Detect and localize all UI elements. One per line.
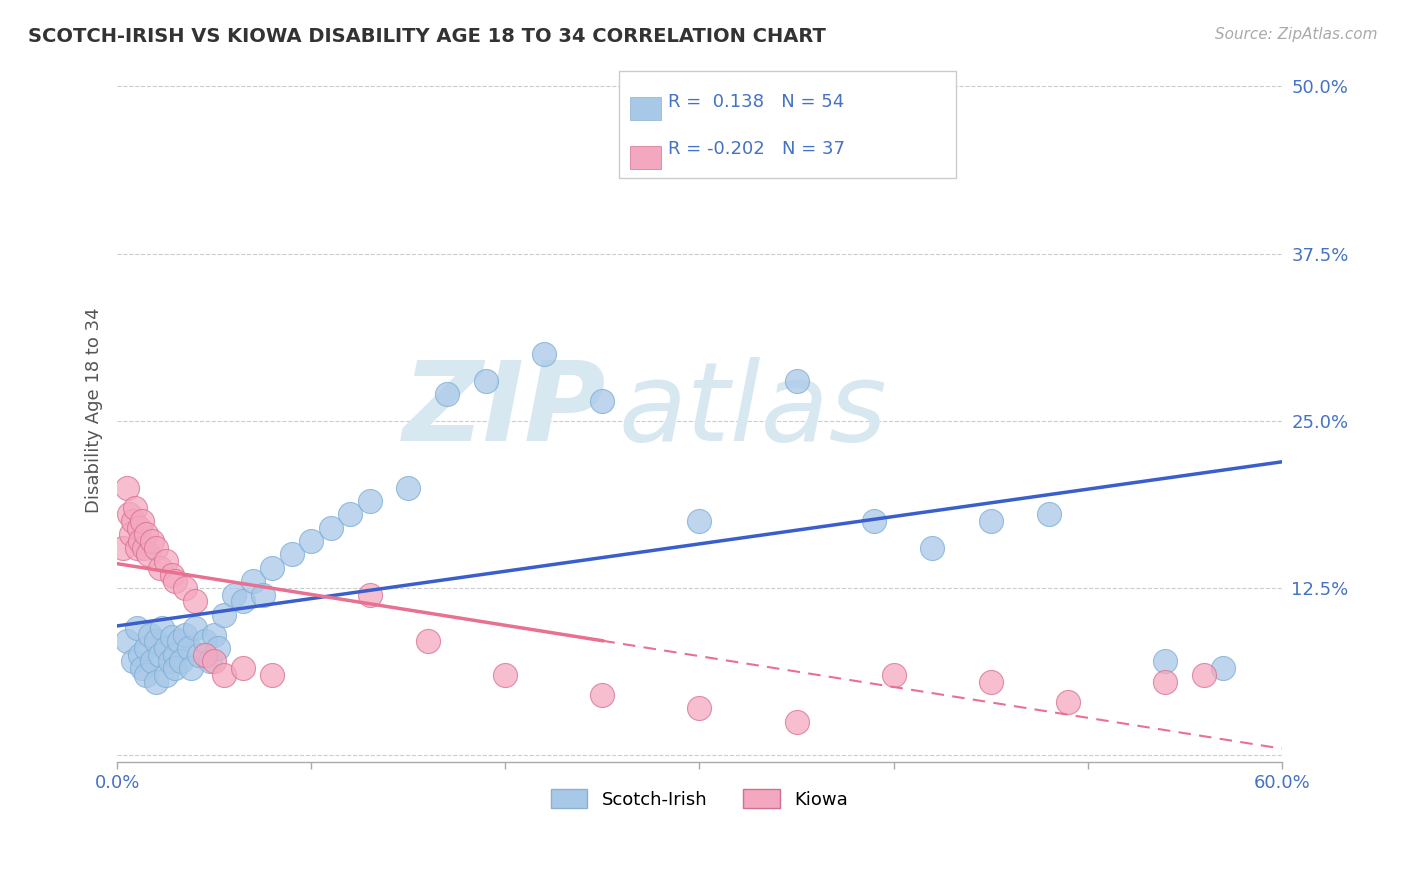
Point [494, 668, 516, 682]
Text: R = -0.202   N = 37: R = -0.202 N = 37 [668, 140, 845, 158]
Point [136, 548, 159, 562]
Point [121, 655, 143, 669]
Point [149, 648, 172, 662]
Point [169, 634, 191, 648]
Point [128, 521, 150, 535]
Point [155, 668, 177, 682]
Point [980, 514, 1002, 528]
Point [1212, 661, 1234, 675]
Point [416, 634, 439, 648]
Point [207, 641, 229, 656]
Point [1154, 655, 1177, 669]
Point [155, 641, 177, 656]
Point [980, 674, 1002, 689]
Point [165, 648, 187, 662]
Point [252, 588, 274, 602]
Point [134, 541, 156, 555]
Point [1057, 695, 1080, 709]
Point [281, 548, 304, 562]
Point [921, 541, 943, 555]
Point [165, 661, 187, 675]
Point [339, 508, 361, 522]
Point [184, 594, 207, 608]
Point [436, 387, 458, 401]
Point [129, 648, 152, 662]
Point [131, 514, 153, 528]
Point [160, 567, 183, 582]
Point [688, 701, 710, 715]
Point [262, 668, 284, 682]
Point [170, 655, 193, 669]
Point [591, 393, 613, 408]
Point [121, 514, 143, 528]
Point [1154, 674, 1177, 689]
Point [359, 588, 381, 602]
Point [145, 541, 167, 555]
Point [118, 508, 141, 522]
Point [111, 541, 134, 555]
Point [688, 514, 710, 528]
Point [359, 494, 381, 508]
Legend: Scotch-Irish, Kiowa: Scotch-Irish, Kiowa [544, 782, 855, 816]
Point [242, 574, 264, 589]
Point [160, 631, 183, 645]
Point [124, 500, 146, 515]
Point [193, 648, 215, 662]
Point [135, 527, 157, 541]
Point [139, 628, 162, 642]
Point [1038, 508, 1060, 522]
Point [232, 594, 254, 608]
Point [115, 481, 138, 495]
Point [262, 561, 284, 575]
Point [212, 607, 235, 622]
Point [200, 655, 222, 669]
Point [155, 554, 177, 568]
Point [165, 574, 187, 589]
Point [174, 628, 197, 642]
Point [115, 634, 138, 648]
Point [299, 534, 322, 549]
Text: Source: ZipAtlas.com: Source: ZipAtlas.com [1215, 27, 1378, 42]
Point [319, 521, 342, 535]
Point [180, 661, 202, 675]
Point [120, 527, 142, 541]
Point [129, 534, 152, 549]
Point [125, 541, 148, 555]
Point [141, 534, 163, 549]
Point [159, 655, 181, 669]
Point [131, 661, 153, 675]
Point [145, 634, 167, 648]
Text: ZIP: ZIP [402, 357, 606, 464]
Point [863, 514, 886, 528]
Y-axis label: Disability Age 18 to 34: Disability Age 18 to 34 [86, 308, 103, 514]
Point [475, 374, 498, 388]
Point [222, 588, 245, 602]
Point [533, 347, 555, 361]
Point [883, 668, 905, 682]
Point [591, 688, 613, 702]
Text: atlas: atlas [619, 357, 887, 464]
Point [145, 674, 167, 689]
Point [125, 621, 148, 635]
Point [396, 481, 419, 495]
Point [150, 621, 173, 635]
Point [202, 628, 225, 642]
Point [184, 621, 207, 635]
Point [177, 641, 200, 656]
Point [786, 714, 808, 729]
Point [174, 581, 197, 595]
Text: R =  0.138   N = 54: R = 0.138 N = 54 [668, 93, 844, 111]
Point [212, 668, 235, 682]
Point [193, 634, 215, 648]
Point [135, 668, 157, 682]
Point [141, 655, 163, 669]
Text: SCOTCH-IRISH VS KIOWA DISABILITY AGE 18 TO 34 CORRELATION CHART: SCOTCH-IRISH VS KIOWA DISABILITY AGE 18 … [28, 27, 825, 45]
Point [232, 661, 254, 675]
Point [1192, 668, 1215, 682]
Point [149, 561, 172, 575]
Point [786, 374, 808, 388]
Point [187, 648, 209, 662]
Point [202, 655, 225, 669]
Point [135, 641, 157, 656]
